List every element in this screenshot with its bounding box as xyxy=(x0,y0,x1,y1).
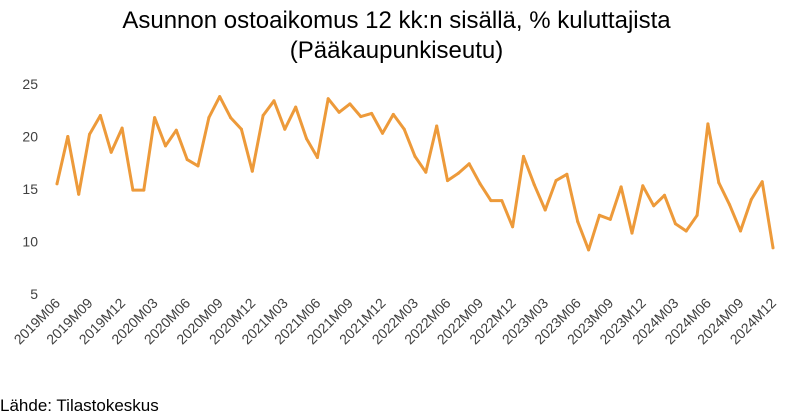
data-point xyxy=(294,105,298,109)
data-point xyxy=(489,199,493,203)
data-point xyxy=(196,164,200,168)
data-point xyxy=(424,170,428,174)
data-point xyxy=(381,131,384,135)
y-tick-label: 10 xyxy=(22,234,38,250)
data-point xyxy=(174,128,178,132)
data-point xyxy=(500,199,504,203)
data-point xyxy=(109,150,113,154)
data-point xyxy=(749,198,753,201)
y-tick-label: 5 xyxy=(30,286,38,302)
y-tick-label: 15 xyxy=(22,181,38,197)
data-point xyxy=(229,116,233,120)
data-point xyxy=(532,183,536,187)
x-axis: 2019M062019M092019M122020M032020M062020M… xyxy=(11,295,780,348)
data-point xyxy=(673,222,677,226)
chart-title: Asunnon ostoaikomus 12 kk:n sisällä, % k… xyxy=(0,6,793,66)
data-point xyxy=(619,185,623,189)
data-point xyxy=(77,192,81,196)
data-point xyxy=(760,180,764,184)
data-point xyxy=(66,135,70,138)
data-point xyxy=(207,116,211,120)
data-point xyxy=(359,115,363,119)
data-point xyxy=(597,213,601,217)
data-point xyxy=(630,231,634,235)
data-point xyxy=(717,181,721,185)
data-point xyxy=(467,162,471,166)
data-point xyxy=(652,204,656,208)
data-point xyxy=(522,154,525,158)
data-point xyxy=(435,124,439,128)
data-point xyxy=(706,122,710,126)
data-point xyxy=(511,225,515,229)
data-point xyxy=(305,137,308,141)
data-point xyxy=(641,184,645,188)
data-point xyxy=(88,132,91,136)
data-point xyxy=(370,111,374,115)
plot-area xyxy=(55,95,775,252)
data-point xyxy=(131,188,135,192)
chart-title-line-2: (Pääkaupunkiseutu) xyxy=(289,37,504,64)
data-point xyxy=(739,229,742,233)
data-point xyxy=(554,179,558,183)
data-point xyxy=(142,188,146,192)
data-point xyxy=(587,248,591,252)
y-tick-label: 20 xyxy=(22,129,38,145)
y-tick-label: 25 xyxy=(22,76,38,92)
data-point xyxy=(391,112,395,116)
series-line xyxy=(55,95,775,252)
data-point xyxy=(55,182,59,186)
data-point xyxy=(728,203,732,207)
data-point xyxy=(446,179,449,183)
data-point xyxy=(684,229,688,233)
data-point xyxy=(478,182,482,186)
data-point xyxy=(695,213,699,217)
data-point xyxy=(120,126,124,130)
data-point xyxy=(337,110,341,114)
data-point xyxy=(250,169,254,173)
data-point xyxy=(326,97,330,101)
data-point xyxy=(239,127,243,131)
data-point xyxy=(153,116,157,120)
data-point xyxy=(218,95,222,99)
source-note: Lähde: Tilastokeskus xyxy=(0,396,159,415)
data-point xyxy=(164,144,167,148)
data-point xyxy=(663,193,666,197)
data-point xyxy=(413,154,417,158)
data-point xyxy=(456,171,460,175)
data-point xyxy=(348,102,352,106)
data-point xyxy=(565,172,569,176)
data-point xyxy=(543,208,547,212)
data-point xyxy=(261,114,265,117)
data-point xyxy=(576,220,580,224)
data-point xyxy=(402,127,406,131)
data-point xyxy=(98,114,102,117)
y-axis: 5 10 15 20 25 xyxy=(22,76,38,302)
data-point xyxy=(272,99,276,103)
data-point xyxy=(185,158,189,162)
data-point xyxy=(608,217,612,221)
data-point xyxy=(283,127,287,131)
chart-title-line-1: Asunnon ostoaikomus 12 kk:n sisällä, % k… xyxy=(122,7,671,34)
data-point xyxy=(771,246,775,250)
data-point xyxy=(315,156,319,159)
